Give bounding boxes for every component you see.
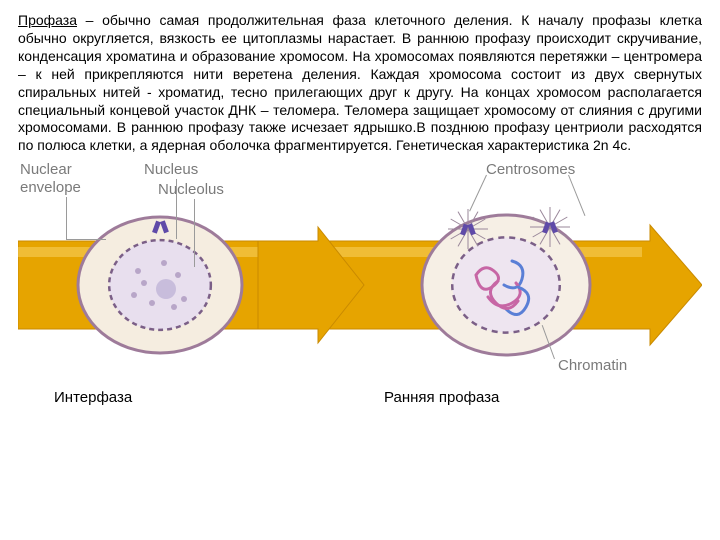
caption-interphase: Интерфаза	[54, 389, 304, 406]
diagram-svg	[18, 161, 702, 381]
term-prophase: Профаза	[18, 12, 77, 28]
captions-row: Интерфаза Ранняя профаза	[18, 389, 702, 406]
leader-nuclear-envelope	[66, 197, 67, 239]
label-centrosomes: Centrosomes	[486, 161, 575, 178]
prophase-paragraph: Профаза – обычно самая продолжительная ф…	[18, 12, 702, 155]
leader-nucleus	[176, 179, 177, 239]
caption-prophase: Ранняя профаза	[384, 389, 499, 406]
cell-diagram: Nuclear envelope Nucleus Nucleolus Centr…	[18, 161, 702, 381]
label-nucleus: Nucleus	[144, 161, 198, 178]
label-nuclear-envelope-2: envelope	[20, 179, 81, 196]
label-nucleolus: Nucleolus	[158, 181, 224, 198]
label-chromatin: Chromatin	[558, 357, 627, 374]
leader-nucleolus	[194, 199, 195, 267]
prophase-body: – обычно самая продолжительная фаза клет…	[18, 12, 702, 153]
leader-nuclear-envelope-h	[66, 239, 106, 240]
label-nuclear-envelope-1: Nuclear	[20, 161, 72, 178]
